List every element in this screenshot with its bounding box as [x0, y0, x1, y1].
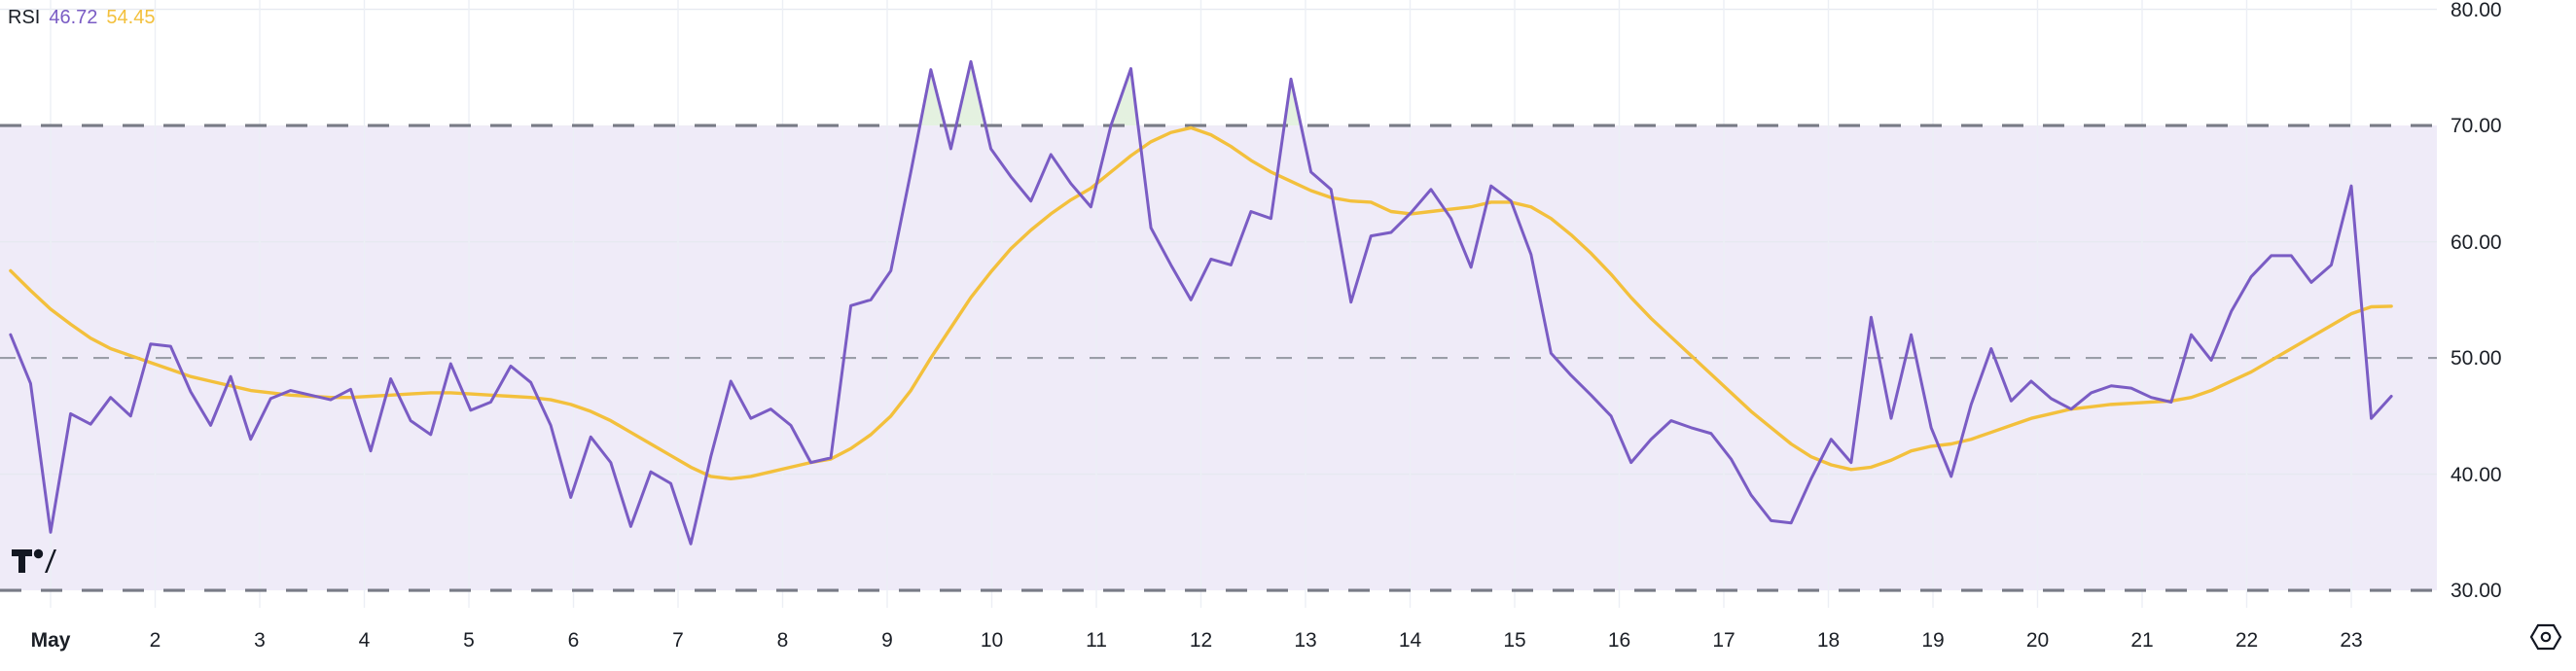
legend-ma-value: 54.45 — [106, 7, 156, 28]
time-axis-label: 14 — [1398, 629, 1422, 652]
time-axis-label: 18 — [1816, 629, 1841, 652]
time-axis-label: 3 — [254, 629, 266, 652]
time-axis-label: 5 — [463, 629, 475, 652]
legend-indicator-title: RSI — [8, 7, 41, 28]
hexagon-settings-icon[interactable] — [2529, 622, 2562, 652]
time-axis-label: 16 — [1607, 629, 1631, 652]
time-axis-label: 21 — [2130, 629, 2154, 652]
time-axis-label: 19 — [1921, 629, 1945, 652]
time-axis-label: 12 — [1189, 629, 1213, 652]
time-axis-label: 10 — [980, 629, 1004, 652]
time-axis-label: 17 — [1712, 629, 1735, 652]
price-axis-label: 80.00 — [2451, 0, 2502, 21]
legend-rsi-value: 46.72 — [49, 7, 98, 28]
time-axis-label: 15 — [1503, 629, 1526, 652]
price-axis-label: 40.00 — [2451, 463, 2502, 486]
price-axis-label: 30.00 — [2451, 580, 2502, 603]
time-axis-label: 11 — [1086, 629, 1107, 652]
time-axis-label: 7 — [672, 629, 684, 652]
rsi-line — [9, 59, 2393, 546]
chart-svg — [0, 0, 2437, 608]
chart-plot-area[interactable] — [0, 0, 2437, 608]
price-axis-label: 50.00 — [2451, 347, 2502, 371]
time-axis-label: 2 — [149, 629, 161, 652]
time-axis-label: 8 — [776, 629, 789, 652]
time-axis-label: 13 — [1294, 629, 1317, 652]
ma-line — [9, 125, 2393, 481]
time-axis-label: 9 — [881, 629, 893, 652]
time-axis-label: 22 — [2235, 629, 2259, 652]
price-axis[interactable]: 80.00 70.00 60.00 50.00 40.00 30.00 — [2437, 0, 2576, 608]
tradingview-logo — [12, 548, 56, 573]
time-axis-label: 23 — [2340, 629, 2363, 652]
time-axis-label: 20 — [2025, 629, 2050, 652]
price-axis-label: 60.00 — [2451, 230, 2502, 254]
time-axis-label: 4 — [358, 629, 371, 652]
price-axis-label: 70.00 — [2451, 115, 2502, 138]
time-axis-label: May — [30, 629, 71, 652]
chart-legend[interactable]: RSI 46.72 54.45 — [8, 6, 155, 29]
time-axis-label: 6 — [567, 629, 580, 652]
time-axis[interactable]: May 2 3 4 5 6 7 8 9 10 11 12 13 14 15 16 17 18 19 20 21 22 23 — [0, 608, 2576, 671]
